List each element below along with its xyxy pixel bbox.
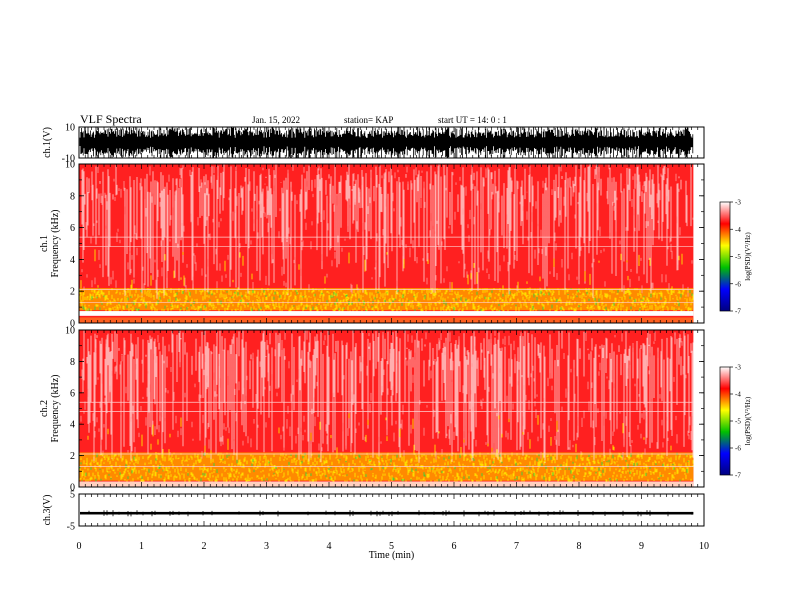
x-tick-label: 1	[139, 541, 144, 552]
ch3-waveform-panel: 5 -5 ch.3(V)	[42, 490, 705, 533]
lowest-frequency-band	[79, 481, 694, 487]
y-tick-label: 0	[70, 483, 75, 494]
spectrogram-frequency-label: Frequency (kHz)	[50, 209, 61, 277]
x-tick-label: 10	[699, 541, 709, 552]
band-gap	[79, 311, 694, 316]
y-tick-label: 8	[70, 191, 75, 202]
spectrogram-channel-label: ch.2	[39, 400, 50, 417]
y-tick-label: 0	[70, 319, 75, 330]
ch1-colorbar: -3 -4 -5 -6 -7 log(PSD)(V²/Hz)	[719, 199, 752, 316]
y-tick-label: 4	[70, 255, 75, 266]
colorbar-tick-label: -3	[735, 199, 741, 207]
y-tick-label: 8	[70, 357, 75, 368]
ch2-spectrogram-panel: 0 2 4 6 8 10 ch.2 Frequency (kHz)	[39, 326, 705, 494]
ch3-waveform-trace	[80, 511, 694, 515]
x-tick-label: 4	[327, 541, 332, 552]
colorbar-tick-label: -4	[735, 391, 741, 399]
spectrogram-channel-label: ch.1	[39, 235, 50, 252]
x-axis-label: Time (min)	[369, 550, 414, 561]
start-time-label: start UT = 14: 0 : 1	[438, 115, 507, 125]
ch1-waveform-trace	[79, 127, 694, 158]
x-tick-label: 6	[452, 541, 457, 552]
colorbar-tick-label: -7	[735, 472, 741, 480]
colorbar-scale	[719, 366, 731, 476]
y-tick-label: -10	[62, 154, 75, 165]
y-tick-label: 10	[65, 160, 75, 171]
x-tick-label: 0	[77, 541, 82, 552]
y-tick-label: -5	[67, 522, 75, 533]
x-tick-label: 3	[264, 541, 269, 552]
colorbar-scale	[719, 201, 731, 312]
y-tick-label: 6	[70, 223, 75, 234]
y-tick-label: 6	[70, 388, 75, 399]
x-tick-label: 5	[389, 541, 394, 552]
ch1-y-axis-label: ch.1(V)	[42, 127, 53, 158]
colorbar-tick-label: -5	[735, 253, 741, 261]
y-tick-label: 10	[65, 326, 75, 337]
y-tick-label: 4	[70, 420, 75, 431]
colorbar-label: log(PSD)(V²/Hz)	[744, 232, 752, 281]
colorbar-tick-label: -3	[735, 364, 741, 372]
low-power-streaks	[81, 164, 692, 299]
x-tick-label: 9	[639, 541, 644, 552]
colorbar-tick-label: -6	[735, 445, 741, 453]
y-tick-label: 10	[65, 123, 75, 134]
ch1-spectrogram-panel: 0 2 4 6 8 10 ch.1 Frequency (kHz)	[39, 160, 705, 330]
spectrogram-frequency-label: Frequency (kHz)	[50, 374, 61, 442]
lowest-frequency-band	[79, 317, 694, 323]
colorbar-tick-label: -6	[735, 280, 741, 288]
ch3-waveform-spikes	[88, 510, 693, 517]
y-tick-label: 5	[70, 490, 75, 501]
y-tick-label: 2	[70, 451, 75, 462]
peak-power-speckle	[82, 288, 693, 313]
x-tick-label: 2	[202, 541, 207, 552]
colorbar-tick-label: -7	[735, 308, 741, 316]
colorbar-label: log(PSD)(V²/Hz)	[744, 396, 752, 445]
ch3-y-axis-label: ch.3(V)	[42, 495, 53, 526]
time-axis: 0 1 2 3 4 5 6 7 8 9 10 Time (min)	[77, 541, 710, 561]
y-tick-label: 2	[70, 287, 75, 298]
date-label: Jan. 15, 2022	[252, 115, 300, 125]
x-tick-label: 7	[514, 541, 519, 552]
x-tick-label: 8	[577, 541, 582, 552]
figure-title: VLF Spectra	[80, 112, 142, 126]
ch1-waveform-panel: 10 -10 ch.1(V)	[42, 123, 705, 165]
colorbar-tick-label: -4	[735, 226, 741, 234]
station-label: station= KAP	[344, 115, 393, 125]
colorbar-tick-label: -5	[735, 418, 741, 426]
ch2-colorbar: -3 -4 -5 -6 -7 log(PSD)(V²/Hz)	[719, 364, 752, 480]
